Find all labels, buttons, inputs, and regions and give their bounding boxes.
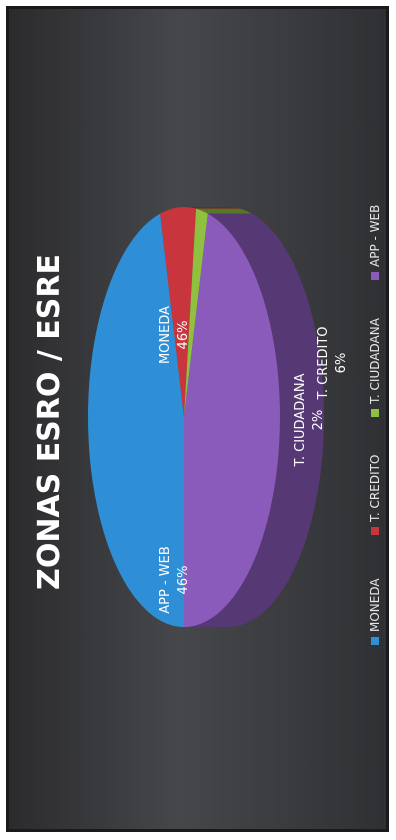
legend-swatch-t-ciudadana [371, 409, 379, 417]
slice-value-t-credito: 6% [334, 353, 349, 374]
chart-frame: MONEDA 46% T. CREDITO 6% T. CIUDADANA 2% APP -… [6, 6, 389, 832]
pie-slice-moneda [88, 213, 184, 627]
pie-slice-app-web [184, 213, 280, 627]
pie-side-t-ciudadana [196, 208, 252, 214]
legend-item-moneda: MONEDA [368, 578, 382, 645]
slice-label-t-ciudadana: T. CIUDADANA [293, 373, 308, 467]
slice-value-moneda: 46% [176, 321, 191, 350]
slice-label-t-credito: T. CREDITO [316, 326, 331, 400]
legend-swatch-app-web [371, 272, 379, 280]
slice-value-app-web: 46% [176, 566, 191, 595]
pie-side-t-credito [184, 207, 241, 209]
chart-title: ZONAS ESRO / ESRE [32, 254, 67, 590]
legend-swatch-t-credito [371, 527, 379, 535]
pie-slice-t-credito [160, 207, 197, 417]
legend-label-moneda: MONEDA [368, 578, 382, 632]
legend-swatch-moneda [371, 637, 379, 645]
slice-label-moneda: MONEDA [158, 306, 173, 364]
legend-item-app-web: APP - WEB [368, 205, 382, 280]
pie-slice-t-ciudadana [184, 208, 208, 417]
legend-item-t-ciudadana: T. CIUDADANA [368, 317, 382, 417]
legend-label-t-credito: T. CREDITO [368, 455, 382, 523]
legend-label-app-web: APP - WEB [368, 205, 382, 267]
pie-side-app-web [184, 213, 324, 627]
pie-chart: MONEDA 46% T. CREDITO 6%T. CIUDADANA 2%APP -… [32, 205, 382, 645]
slice-value-t-ciudadana: 2% [311, 410, 326, 431]
legend-item-t-credito: T. CREDITO [368, 455, 382, 535]
legend-label-t-ciudadana: T. CIUDADANA [368, 317, 382, 405]
slice-label-app-web: APP - WEB [158, 546, 173, 614]
